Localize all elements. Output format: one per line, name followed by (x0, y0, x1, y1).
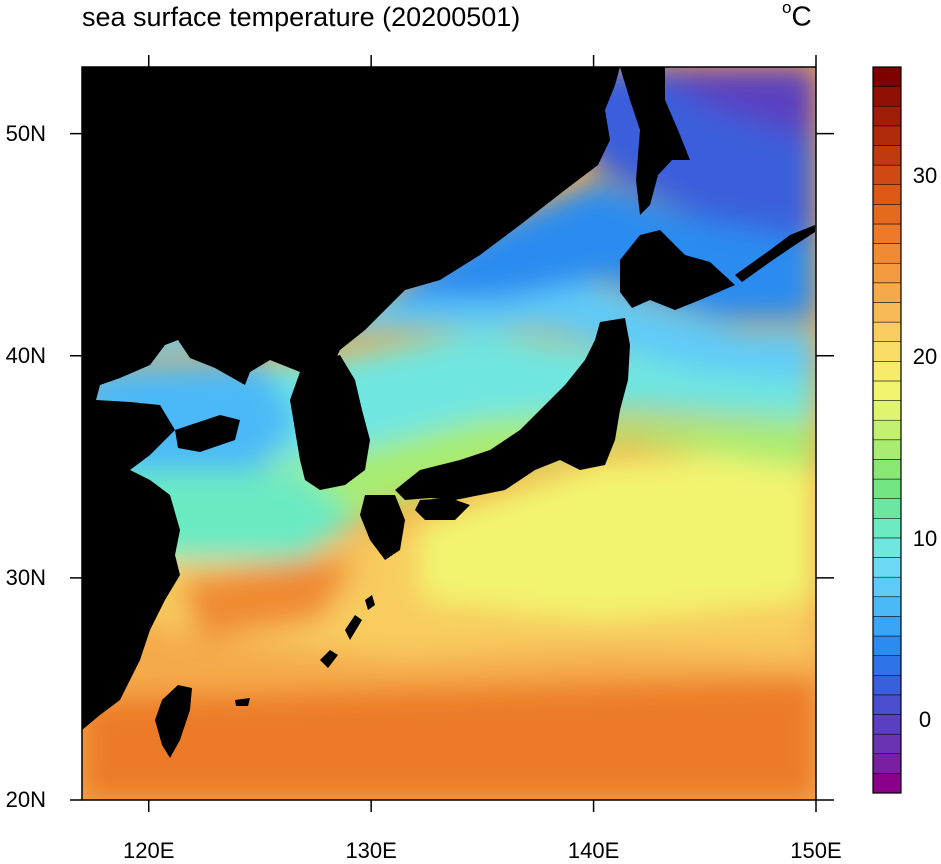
colorbar-bin (872, 675, 902, 696)
colorbar-bin (872, 145, 902, 166)
colorbar-bin (872, 341, 902, 362)
sst-field (82, 67, 816, 800)
colorbar-bin (872, 361, 902, 382)
colorbar-bin (872, 321, 902, 342)
colorbar-bin (872, 164, 902, 185)
unit-label: oC (782, 0, 812, 32)
colorbar-bin (872, 537, 902, 558)
colorbar-bin (872, 400, 902, 421)
colorbar-bin (872, 243, 902, 264)
colorbar-bin (872, 204, 902, 225)
colorbar-bin (872, 498, 902, 519)
colorbar-bin (872, 302, 902, 323)
colorbar-bin (872, 557, 902, 578)
unit-letter: C (791, 0, 812, 32)
plot-frame (81, 66, 817, 801)
colorbar-bin (872, 733, 902, 755)
colorbar-bin (872, 596, 902, 617)
colorbar (872, 66, 902, 794)
colorbar-bin (872, 518, 902, 539)
colorbar-bin (872, 184, 902, 205)
colorbar-bin (872, 419, 902, 441)
colorbar-bin (872, 459, 902, 480)
colorbar-tick-label: 30 (912, 162, 938, 188)
colorbar-tick-label: 10 (912, 525, 938, 551)
degree-sign: o (782, 0, 792, 17)
colorbar-bin (872, 105, 902, 127)
map-title: sea surface temperature (20200501) (82, 2, 521, 32)
colorbar-bin (872, 478, 902, 499)
colorbar-bin (872, 86, 902, 107)
colorbar-bin (872, 714, 902, 735)
land (82, 67, 815, 758)
colorbar-bin (872, 773, 902, 794)
colorbar-tick-label: 0 (918, 707, 932, 733)
colorbar-tick-label: 20 (912, 344, 938, 370)
lon-tick-marks (147, 55, 817, 812)
lon-tick-label: 120E (123, 838, 175, 863)
colorbar-bin (872, 66, 902, 87)
colorbar-bin (872, 694, 902, 715)
colorbar-bin (872, 439, 902, 460)
colorbar-bin (872, 635, 902, 656)
colorbar-bin (872, 655, 902, 676)
lat-tick-label: 30N (5, 564, 46, 590)
colorbar-bin (872, 125, 902, 146)
colorbar-bin (872, 576, 902, 598)
lat-tick-label: 50N (5, 120, 46, 146)
colorbar-bin (872, 262, 902, 284)
colorbar-bin (872, 380, 902, 401)
colorbar-frame (872, 66, 902, 794)
lon-tick-label: 140E (567, 838, 620, 863)
lat-tick-label: 40N (5, 342, 46, 368)
colorbar-bin (872, 616, 902, 637)
lon-tick-label: 150E (790, 838, 842, 863)
colorbar-bin (872, 223, 902, 244)
colorbar-bin (872, 753, 902, 774)
colorbar-bin (872, 282, 902, 303)
lat-tick-marks (70, 132, 834, 801)
lon-tick-label: 130E (345, 838, 397, 863)
lat-tick-label: 20N (5, 787, 46, 812)
